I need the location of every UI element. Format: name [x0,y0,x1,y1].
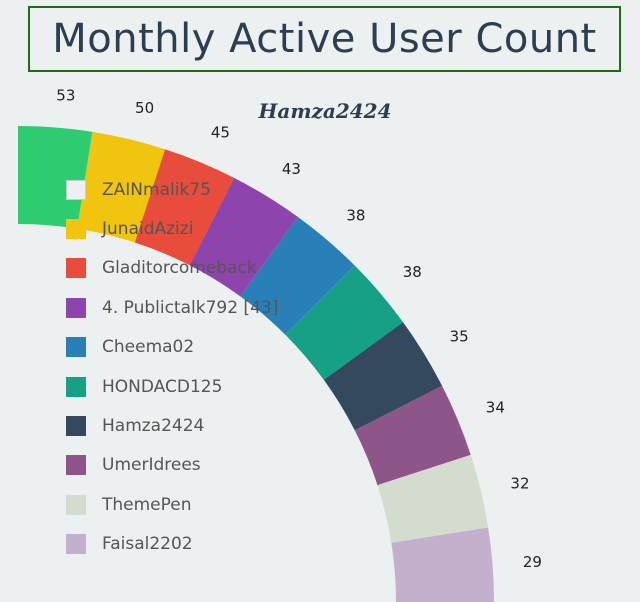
legend-item: Faisal2202 [66,525,278,564]
value-label: 29 [523,553,542,571]
segment-Gladitorcomeback [134,149,235,266]
legend-swatch [66,219,86,240]
segment-ZAINmalik75 [18,126,93,229]
legend-swatch [66,297,86,318]
chart-title: Monthly Active User Count [52,16,597,62]
segment-Cheema02 [240,216,355,335]
legend-label: Faisal2202 [102,534,193,555]
segment-Publictalk792 [189,177,298,297]
legend-item: ZAINmalik75 [66,170,278,209]
legend-swatch [66,455,86,476]
legend-label: Hamza2424 [102,416,205,437]
segment-Hamza2424 [323,322,443,431]
segment-HONDACD125 [285,265,404,380]
value-label: 45 [211,124,230,142]
legend-swatch [66,494,86,515]
legend-swatch [66,337,86,358]
legend-item: UmerIdrees [66,446,278,485]
legend-item: 4. Publictalk792 [43] [66,288,278,327]
legend-swatch [66,534,86,555]
segment-UmerIdrees [354,385,471,486]
value-label: 34 [486,399,505,417]
legend-item: Gladitorcomeback [66,249,278,288]
legend-label: UmerIdrees [102,455,201,476]
legend-item: Hamza2424 [66,406,278,445]
segment-JunaidAzizi [77,131,166,243]
value-label: 38 [403,263,422,281]
legend-label: Gladitorcomeback [102,258,257,279]
value-label: 43 [282,160,301,178]
chart-subtitle: Hamza2424 [258,99,392,123]
legend-label: JunaidAzizi [102,219,194,240]
legend-swatch [66,179,86,200]
value-label: 35 [450,328,469,346]
legend-item: ThemePen [66,485,278,524]
legend-swatch [66,416,86,437]
segment-Faisal2202 [391,527,494,602]
title-box: Monthly Active User Count [28,6,621,72]
legend: ZAINmalik75 JunaidAzizi Gladitorcomeback 4.… [66,170,278,564]
legend-label: HONDACD125 [102,376,223,397]
legend-swatch [66,376,86,397]
legend-label: Cheema02 [102,337,195,358]
legend-label: 4. Publictalk792 [43] [102,297,279,318]
legend-label: ZAINmalik75 [102,179,211,200]
legend-item: Cheema02 [66,328,278,367]
value-label: 50 [135,99,154,117]
value-label: 53 [56,87,75,105]
legend-swatch [66,258,86,279]
legend-item: HONDACD125 [66,367,278,406]
segment-ThemePen [377,454,489,543]
value-label: 38 [346,207,365,225]
legend-label: ThemePen [102,494,192,515]
value-label: 32 [510,474,529,492]
legend-item: JunaidAzizi [66,209,278,248]
